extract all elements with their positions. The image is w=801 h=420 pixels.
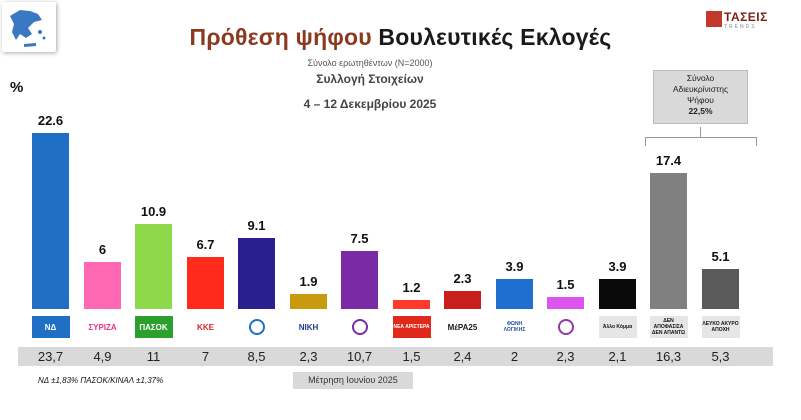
bar-value-label: 10.9 — [140, 204, 167, 219]
undecided-callout: Σύνολο Αδιευκρίνιστης Ψήφου 22,5% — [653, 70, 748, 124]
party-logo-4: ΚΚΕ — [186, 316, 225, 338]
brand-name: ΤΑΣΕΙΣ — [724, 10, 768, 24]
bar-value-label: 1.9 — [299, 274, 318, 289]
bar-12 — [599, 279, 636, 309]
bar-value-label: 17.4 — [655, 153, 682, 168]
party-logo-5 — [237, 316, 276, 338]
sample-size: Σύνολο ερωτηθέντων (N=2000) — [307, 58, 433, 68]
bar-11 — [547, 297, 584, 309]
party-logo-10: ΦΩΝΗ ΛΟΓΙΚΗΣ — [495, 316, 534, 338]
previous-value-cell: 5,3 — [711, 349, 730, 364]
previous-value-cell: 2,3 — [299, 349, 318, 364]
bar-4 — [187, 257, 224, 309]
party-logo-8: ΝΕΑ ΑΡΙΣΤΕΡΑ — [392, 316, 431, 338]
bar-1 — [32, 133, 69, 309]
bar-6 — [290, 294, 327, 309]
bar-value-label: 3.9 — [505, 259, 524, 274]
previous-value-cell: 11 — [146, 349, 161, 364]
previous-value-cell: 10,7 — [346, 349, 373, 364]
collection-dates: 4 – 12 Δεκεμβρίου 2025 — [303, 97, 437, 111]
party-logo-13: ΔΕΝ ΑΠΟΦΑΣΙΣΑ ΔΕΝ ΑΠΑΝΤΩ — [649, 316, 688, 338]
party-logo-11 — [546, 316, 585, 338]
callout-line1: Σύνολο — [686, 73, 715, 83]
party-logo-7 — [340, 316, 379, 338]
callout-value: 22,5% — [688, 106, 713, 116]
bar-value-label: 1.5 — [556, 277, 575, 292]
party-logo-9: ΜέΡΑ25 — [443, 316, 482, 338]
bar-value-label: 2.3 — [453, 271, 472, 286]
bar-value-label: 6 — [98, 242, 107, 257]
previous-value-cell: 23,7 — [37, 349, 64, 364]
callout-line3: Ψήφου — [687, 95, 714, 105]
bar-value-label: 3.9 — [608, 259, 627, 274]
y-axis-label: % — [10, 79, 24, 96]
bar-5 — [238, 238, 275, 309]
bar-value-label: 1.2 — [402, 280, 421, 295]
chart-title-part1: Πρόθεση ψήφου — [189, 24, 372, 50]
chart-title-part2: Βουλευτικές Εκλογές — [378, 24, 612, 50]
bar-value-label: 7.5 — [350, 231, 369, 246]
party-logo-2: ΣΥΡΙΖΑ — [83, 316, 122, 338]
bar-7 — [341, 251, 378, 309]
bar-value-label: 9.1 — [247, 218, 266, 233]
party-logo-3: ΠΑΣΟΚ — [134, 316, 173, 338]
bar-9 — [444, 291, 481, 309]
party-logo-6: ΝΙΚΗ — [289, 316, 328, 338]
previous-value-cell: 1,5 — [402, 349, 421, 364]
bar-10 — [496, 279, 533, 309]
brand-mark-icon — [706, 11, 722, 27]
bar-8 — [393, 300, 430, 309]
previous-value-cell: 2 — [510, 349, 519, 364]
bar-value-label: 22.6 — [37, 113, 64, 128]
party-logo-1: ΝΔ — [31, 316, 70, 338]
bar-14 — [702, 269, 739, 309]
callout-connector — [700, 127, 701, 137]
previous-value-cell: 16,3 — [655, 349, 682, 364]
previous-value-cell: 4,9 — [93, 349, 112, 364]
bar-3 — [135, 224, 172, 309]
brand-logo: ΤΑΣΕΙΣ TRENDS — [706, 10, 776, 34]
previous-values-row: 23,7 4,9 11 7 8,5 2,3 10,7 1,5 2,4 2 2,3 2,1 16,3 5,3 — [18, 347, 773, 366]
callout-line2: Αδιευκρίνιστης — [672, 84, 729, 94]
previous-value-cell: 2,1 — [608, 349, 627, 364]
bar-2 — [84, 262, 121, 309]
bar-value-label: 5.1 — [711, 249, 730, 264]
collection-label: Συλλογή Στοιχείων — [316, 72, 424, 86]
bar-13 — [650, 173, 687, 309]
callout-bracket — [645, 137, 757, 146]
previous-value-cell: 8,5 — [247, 349, 266, 364]
previous-value-cell: 2,3 — [556, 349, 575, 364]
brand-subtitle: TRENDS — [724, 24, 757, 30]
party-logo-12: Άλλο Κόμμα — [598, 316, 637, 338]
margin-of-error-note: ΝΔ ±1,83% ΠΑΣΟΚ/ΚΙΝΑΛ ±1,37% — [38, 376, 164, 385]
party-logo-14: ΛΕΥΚΟ ΑΚΥΡΟ ΑΠΟΧΗ — [701, 316, 740, 338]
previous-measurement-label: Μέτρηση Ιουνίου 2025 — [293, 372, 413, 389]
previous-value-cell: 2,4 — [453, 349, 472, 364]
bar-value-label: 6.7 — [196, 237, 215, 252]
previous-value-cell: 7 — [201, 349, 210, 364]
greece-map-icon — [2, 2, 56, 52]
chart-title: Πρόθεση ψήφου Βουλευτικές Εκλογές — [0, 24, 801, 51]
